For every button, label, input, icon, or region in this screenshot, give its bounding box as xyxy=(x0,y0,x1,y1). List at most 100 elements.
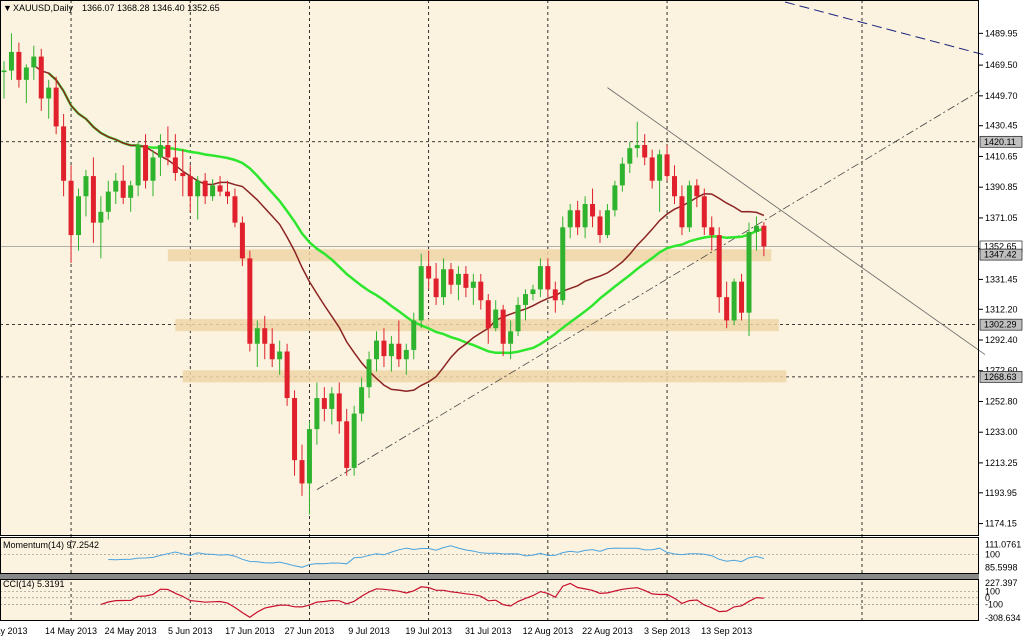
candle-body xyxy=(426,266,432,279)
candle-body xyxy=(552,289,558,301)
x-tick-label: 22 Aug 2013 xyxy=(582,626,633,636)
candle-body xyxy=(225,191,230,197)
candle-body xyxy=(1,70,7,73)
candle-body xyxy=(761,225,767,247)
candle-body xyxy=(753,225,759,232)
candle-body xyxy=(672,176,677,197)
price-marker-box xyxy=(979,135,1023,148)
trend-lines xyxy=(316,1,986,490)
support-zones xyxy=(167,249,787,383)
candle-body xyxy=(724,297,730,321)
candle-body xyxy=(299,460,305,484)
y-axis: 1489.95 1469.50 1449.70 1430.45 1410.65 1390.… xyxy=(979,28,1023,623)
candle-body xyxy=(90,176,96,223)
candle-body xyxy=(545,266,551,290)
candle-body xyxy=(649,157,655,181)
candle-body xyxy=(195,180,201,197)
cci-tick-label: 100 xyxy=(985,586,1000,596)
candle-body xyxy=(448,269,454,285)
candle-body xyxy=(634,145,640,149)
y-tick-label: 1312.20 xyxy=(985,304,1018,314)
candles xyxy=(1,33,767,515)
candle-body xyxy=(694,185,700,197)
candle-body xyxy=(612,185,618,211)
candle-body xyxy=(344,421,350,468)
candle-body xyxy=(38,56,44,99)
price-marker-label: 1302.29 xyxy=(984,320,1017,330)
x-tick-label: 3 Sep 2013 xyxy=(644,626,690,636)
candle-body xyxy=(217,185,223,192)
candle-body xyxy=(128,185,134,198)
x-tick-label: 9 Jul 2013 xyxy=(348,626,390,636)
momentum-line xyxy=(108,545,765,568)
candle-body xyxy=(180,172,186,177)
support-zone xyxy=(167,249,772,262)
cci-tick-label: -100 xyxy=(985,599,1003,609)
y-tick-label: 1233.00 xyxy=(985,427,1018,437)
candle-body xyxy=(523,294,528,305)
cci-line xyxy=(100,582,764,619)
candle-body xyxy=(46,87,52,99)
cci-tick-label: 0 xyxy=(985,593,990,603)
candle-body xyxy=(321,398,327,409)
candle-body xyxy=(187,176,193,197)
x-tick-label: 12 Aug 2013 xyxy=(523,626,574,636)
x-tick-label: 24 May 2013 xyxy=(105,626,157,636)
panel-separator[interactable] xyxy=(0,574,979,579)
candle-body xyxy=(597,216,603,236)
x-tick-label: 31 Jul 2013 xyxy=(465,626,512,636)
candle-body xyxy=(23,67,29,80)
y-axis-bg xyxy=(979,0,1024,621)
candle-body xyxy=(277,351,283,360)
candle-body xyxy=(441,269,447,298)
candle-body xyxy=(262,328,268,344)
candle-body xyxy=(105,191,111,212)
candle-body xyxy=(76,196,81,236)
candle-body xyxy=(642,145,648,158)
price-marker-label: 1352.65 xyxy=(984,241,1017,251)
dropdown-icon[interactable]: ▼ xyxy=(3,3,12,13)
candle-body xyxy=(500,309,506,344)
y-tick-label: 1193.95 xyxy=(985,488,1017,498)
candle-body xyxy=(172,157,178,173)
falling-trend-line xyxy=(607,87,986,355)
y-tick-label: 1469.50 xyxy=(985,60,1018,70)
candle-body xyxy=(567,210,573,228)
y-tick-label: 1489.95 xyxy=(985,28,1018,38)
candle-body xyxy=(716,235,722,298)
candle-body xyxy=(359,387,365,414)
candle-body xyxy=(575,210,581,228)
candle-body xyxy=(455,273,461,285)
candle-body xyxy=(515,304,521,332)
momentum-tick-label: 85.5998 xyxy=(985,563,1018,573)
ohlc-readout: 1366.07 1368.28 1346.40 1352.65 xyxy=(82,3,220,13)
candle-body xyxy=(239,222,245,259)
candle-body xyxy=(306,429,312,484)
candle-body xyxy=(537,266,543,290)
cci-panel-bg xyxy=(0,579,979,621)
candle-body xyxy=(582,204,588,228)
y-tick-label: 1430.45 xyxy=(985,121,1018,131)
cci-tick-label: 227.397 xyxy=(985,578,1018,588)
indicator-lines xyxy=(100,545,765,619)
candle-body xyxy=(530,289,536,295)
y-tick-label: 1292.40 xyxy=(985,335,1018,345)
candle-body xyxy=(314,398,320,430)
candle-body xyxy=(508,331,514,344)
candle-body xyxy=(157,145,163,158)
candle-body xyxy=(53,87,59,127)
main-panel-bg xyxy=(0,0,979,536)
candle-body xyxy=(686,185,692,228)
candle-body xyxy=(113,180,119,192)
price-marker-box xyxy=(979,248,1023,261)
candle-body xyxy=(433,278,439,298)
candle-body xyxy=(68,180,74,236)
y-tick-label: 1174.15 xyxy=(985,519,1017,529)
cci-title: CCI(14) 5.3191 xyxy=(3,579,65,589)
cci-panel-border xyxy=(0,579,979,621)
x-axis: 2 May 2013 14 May 2013 24 May 2013 5 Jun 20… xyxy=(0,626,752,636)
candle-body xyxy=(16,51,22,80)
grid xyxy=(0,0,979,621)
momentum-title: Momentum(14) 97.2542 xyxy=(3,540,99,550)
candle-body xyxy=(83,176,89,197)
